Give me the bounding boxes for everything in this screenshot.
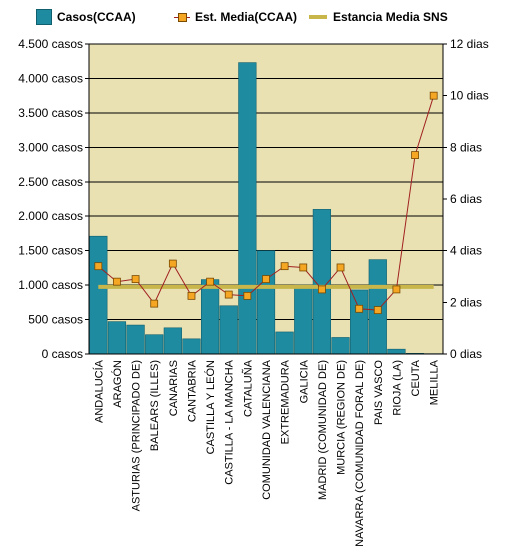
y-right-tick-label: 4 dias <box>450 244 482 258</box>
bar <box>89 235 108 355</box>
x-tick-label: CASTILLA Y LEÓN <box>204 360 217 454</box>
legend-item-est-media: Est. Media(CCAA) <box>174 8 297 26</box>
est-media-marker <box>429 91 438 100</box>
y-left-tick-label: 1.000 casos <box>18 278 83 292</box>
est-media-marker <box>280 262 289 271</box>
x-tick-label: MADRID (COMUNIDAD DE) <box>317 360 329 500</box>
x-tick-label: MURCIA (REGION DE) <box>336 360 348 475</box>
legend-item-casos: Casos(CCAA) <box>36 8 136 26</box>
chart-legend: Casos(CCAA) Est. Media(CCAA) Estancia Me… <box>36 8 506 26</box>
bar <box>182 338 201 355</box>
y-left-tick-label: 4.500 casos <box>18 37 83 51</box>
bar <box>256 250 276 355</box>
bar <box>145 334 164 355</box>
y-right-tick-label: 0 dias <box>450 347 482 361</box>
x-tick-label: GALICIA <box>298 359 310 403</box>
est-media-marker <box>187 291 196 300</box>
est-media-marker <box>150 299 159 308</box>
y-left-tick-label: 1.500 casos <box>18 244 83 258</box>
legend-item-sns: Estancia Media SNS <box>309 8 448 26</box>
y-left-tick-label: 4.000 casos <box>18 71 83 85</box>
x-tick-label: CASTILLA - LA MANCHA <box>224 359 236 484</box>
legend-swatch-bar <box>36 9 52 25</box>
legend-label-est-media: Est. Media(CCAA) <box>195 10 298 24</box>
bar <box>163 327 182 355</box>
bar <box>219 305 238 355</box>
legend-swatch-sns <box>309 15 327 19</box>
y-right-tick-label: 2 dias <box>450 295 482 309</box>
x-tick-label: MELILLA <box>429 359 441 405</box>
est-media-marker <box>206 277 215 286</box>
bar <box>294 284 313 355</box>
x-tick-label: ASTURIAS (PRINCIPADO DE) <box>131 360 143 511</box>
bar <box>107 321 127 355</box>
x-tick-label: ARAGÓN <box>111 360 124 408</box>
y-right-tick-label: 6 dias <box>450 192 482 206</box>
x-tick-label: ANDALUCÍA <box>92 359 105 423</box>
est-media-marker <box>168 259 177 268</box>
est-media-marker <box>243 291 252 300</box>
est-media-marker <box>262 275 270 283</box>
bar <box>331 337 350 355</box>
bar <box>126 324 145 355</box>
est-media-marker <box>299 263 308 272</box>
x-tick-label: PAIS VASCO <box>373 360 385 425</box>
legend-swatch-line <box>174 10 190 24</box>
est-media-marker <box>336 263 345 272</box>
y-left-tick-label: 2.500 casos <box>18 175 83 189</box>
legend-label-sns: Estancia Media SNS <box>333 10 448 24</box>
est-media-marker <box>355 304 364 313</box>
y-right-tick-label: 10 dias <box>450 89 489 103</box>
est-media-marker <box>113 277 121 286</box>
x-tick-label: CEUTA <box>410 359 422 396</box>
est-media-marker <box>411 151 419 159</box>
y-left-tick-label: 0 casos <box>42 347 83 361</box>
y-right-tick-label: 12 dias <box>450 37 489 51</box>
est-media-marker <box>131 275 140 283</box>
y-left-tick-label: 2.000 casos <box>18 209 83 223</box>
x-tick-label: EXTREMADURA <box>280 359 292 444</box>
est-media-marker <box>317 285 326 294</box>
y-left-tick-label: 500 casos <box>28 313 83 327</box>
x-tick-label: RIOJA (LA) <box>391 360 403 416</box>
y-left-tick-label: 3.000 casos <box>18 140 83 154</box>
x-tick-label: CANARIAS <box>168 360 180 416</box>
bar <box>387 348 406 355</box>
bar <box>238 62 257 355</box>
est-media-marker <box>94 262 103 271</box>
bar <box>200 279 220 355</box>
x-tick-label: BALEARS (ILLES) <box>149 360 161 451</box>
est-media-marker <box>392 285 401 294</box>
x-tick-label: NAVARRA (COMUNIDAD FORAL DE) <box>354 360 366 547</box>
est-media-marker <box>373 306 382 314</box>
est-media-marker <box>224 290 233 299</box>
y-left-tick-label: 3.500 casos <box>18 106 83 120</box>
x-tick-label: CATALUÑA <box>241 359 254 417</box>
y-right-tick-label: 8 dias <box>450 140 482 154</box>
bar <box>275 331 294 355</box>
legend-label-casos: Casos(CCAA) <box>57 10 136 24</box>
x-tick-label: COMUNIDAD VALENCIANA <box>261 359 273 499</box>
bar <box>350 289 369 355</box>
x-tick-label: CANTABRIA <box>187 359 199 422</box>
